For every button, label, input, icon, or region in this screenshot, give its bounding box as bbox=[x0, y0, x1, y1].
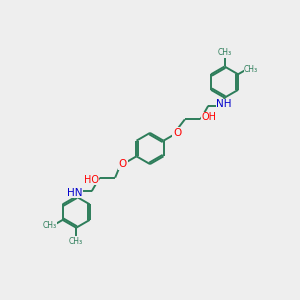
Text: O: O bbox=[173, 128, 181, 138]
Text: HN: HN bbox=[67, 188, 83, 198]
Text: HO: HO bbox=[84, 175, 99, 185]
Text: CH₃: CH₃ bbox=[69, 237, 83, 246]
Text: NH: NH bbox=[216, 99, 232, 110]
Text: CH₃: CH₃ bbox=[43, 221, 57, 230]
Text: CH₃: CH₃ bbox=[218, 49, 232, 58]
Text: CH₃: CH₃ bbox=[244, 64, 258, 74]
Text: O: O bbox=[119, 159, 127, 169]
Text: OH: OH bbox=[201, 112, 216, 122]
